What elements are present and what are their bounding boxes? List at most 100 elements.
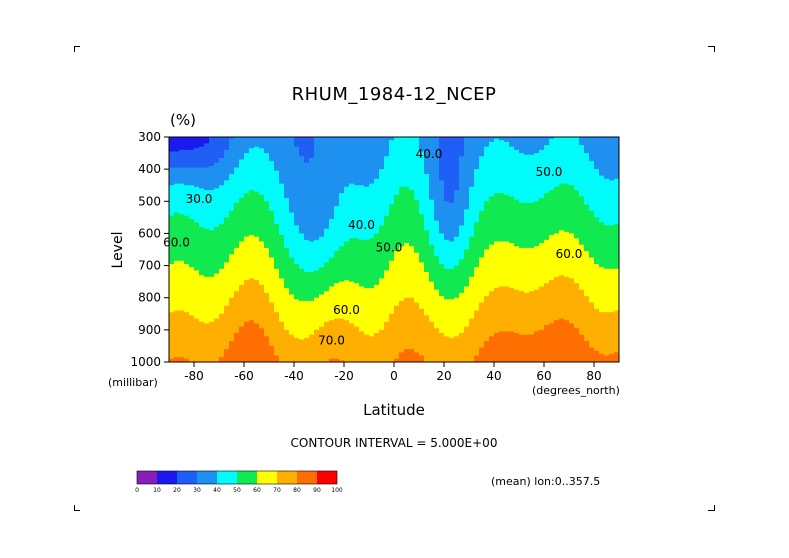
contour-cell (229, 161, 235, 164)
contour-cell (199, 204, 205, 207)
contour-cell (279, 140, 285, 143)
contour-cell (249, 284, 255, 288)
contour-cell (224, 173, 230, 177)
contour-cell (239, 321, 245, 325)
contour-cell (204, 170, 210, 173)
contour-cell (284, 186, 290, 190)
contour-cell (244, 161, 250, 164)
contour-cell (209, 191, 215, 194)
contour-cell (169, 278, 175, 281)
contour-cell (179, 321, 185, 325)
contour-cell (219, 243, 225, 246)
contour-cell (184, 357, 190, 360)
contour-cell (179, 228, 185, 231)
contour-cell (204, 288, 210, 291)
contour-cell (239, 178, 245, 181)
contour-cell (234, 345, 240, 349)
contour-cell (199, 196, 205, 199)
contour-cell (209, 183, 215, 186)
contour-cell (199, 288, 205, 291)
contour-cell (274, 185, 280, 188)
contour-cell (299, 352, 305, 355)
contour-cell (299, 263, 305, 267)
contour-cell (279, 329, 285, 333)
contour-cell (204, 148, 210, 151)
contour-cell (239, 352, 245, 355)
contour-cell (284, 337, 290, 341)
contour-cell (179, 220, 185, 223)
contour-cell (224, 207, 230, 210)
contour-cell (244, 218, 250, 222)
contour-cell (299, 299, 305, 302)
contour-cell (304, 231, 310, 235)
contour-cell (194, 347, 200, 350)
contour-cell (294, 190, 300, 193)
contour-cell (239, 305, 245, 308)
contour-cell (199, 244, 205, 247)
contour-cell (204, 296, 210, 299)
contour-cell (264, 223, 270, 226)
contour-cell (299, 169, 305, 172)
contour-cell (174, 177, 180, 180)
contour-cell (294, 182, 300, 185)
contour-cell (204, 239, 210, 243)
contour-cell (274, 241, 280, 244)
contour-cell (284, 350, 290, 353)
contour-cell (224, 198, 230, 201)
contour-cell (244, 360, 250, 362)
contour-cell (264, 186, 270, 190)
contour-cell (294, 283, 300, 286)
contour-cell (259, 342, 265, 345)
contour-cell (229, 344, 235, 347)
contour-cell (269, 148, 275, 151)
contour-cell (209, 151, 215, 154)
contour-cell (284, 357, 290, 360)
contour-cell (204, 275, 210, 278)
contour-cell (189, 263, 195, 267)
contour-cell (194, 342, 200, 345)
contour-cell (239, 149, 245, 153)
contour-cell (264, 358, 270, 361)
contour-cell (294, 161, 300, 164)
contour-cell (214, 138, 220, 141)
contour-cell (254, 300, 260, 304)
contour-cell (204, 225, 210, 228)
contour-cell (254, 315, 260, 318)
contour-cell (239, 156, 245, 159)
contour-cell (249, 336, 255, 339)
contour-cell (284, 294, 290, 297)
contour-cell (294, 196, 300, 199)
contour-cell (194, 251, 200, 254)
contour-cell (289, 355, 295, 358)
contour-cell (169, 186, 175, 190)
contour-cell (294, 222, 300, 225)
contour-cell (169, 180, 175, 183)
contour-cell (214, 350, 220, 353)
contour-cell (234, 157, 240, 161)
contour-cell (174, 165, 180, 169)
contour-cell (209, 244, 215, 247)
contour-cell (259, 182, 265, 185)
contour-cell (259, 161, 265, 164)
contour-cell (234, 272, 240, 275)
contour-cell (234, 323, 240, 326)
contour-cell (239, 191, 245, 194)
contour-cell (169, 215, 175, 218)
contour-cell (264, 210, 270, 214)
contour-cell (194, 151, 200, 154)
contour-cell (234, 137, 240, 140)
contour-cell (179, 201, 185, 204)
contour-cell (169, 209, 175, 212)
contour-cell (204, 215, 210, 218)
contour-cell (269, 310, 275, 313)
contour-cell (169, 149, 175, 153)
contour-cell (269, 275, 275, 278)
contour-cell (224, 180, 230, 183)
contour-cell (279, 204, 285, 207)
contour-cell (259, 323, 265, 326)
contour-cell (284, 325, 290, 328)
contour-cell (289, 190, 295, 193)
contour-cell (259, 239, 265, 243)
contour-cell (229, 360, 235, 362)
contour-cell (284, 228, 290, 231)
